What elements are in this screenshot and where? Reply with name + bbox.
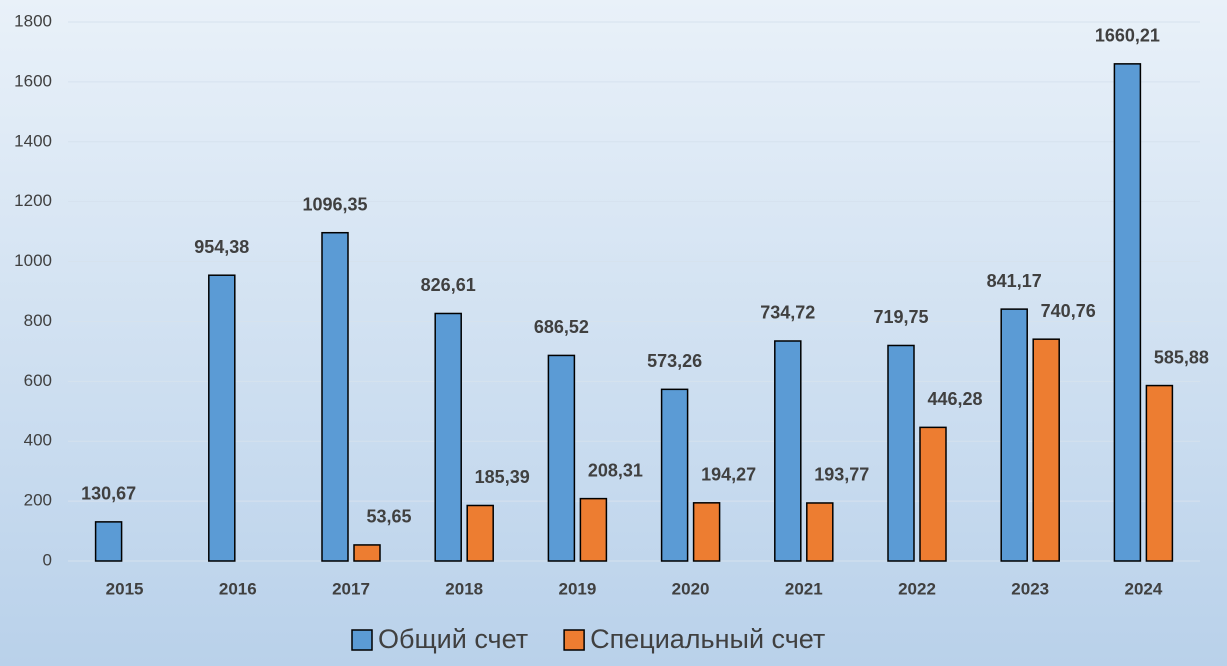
value-label: 1660,21	[1095, 26, 1160, 46]
bar	[660, 388, 689, 562]
y-tick-label: 800	[24, 311, 52, 330]
y-tick-label: 200	[24, 491, 52, 510]
bar	[919, 426, 947, 562]
x-tick-label: 2017	[332, 579, 370, 598]
value-label: 193,77	[814, 465, 869, 485]
value-label: 1096,35	[302, 194, 367, 214]
value-label: 185,39	[475, 467, 530, 487]
legend-swatch	[563, 629, 585, 651]
bar	[94, 521, 123, 562]
bar	[1000, 308, 1028, 562]
y-tick-label: 1200	[14, 191, 52, 210]
x-tick-label: 2018	[445, 579, 483, 598]
value-label: 208,31	[588, 460, 643, 480]
value-label: 740,76	[1041, 301, 1096, 321]
value-label: 573,26	[647, 351, 702, 371]
value-label: 585,88	[1154, 347, 1209, 367]
value-label: 841,17	[987, 271, 1042, 291]
value-label: 194,27	[701, 465, 756, 485]
x-tick-label: 2019	[558, 579, 596, 598]
y-tick-label: 400	[24, 431, 52, 450]
bar	[774, 340, 802, 562]
value-label: 734,72	[760, 303, 815, 323]
y-tick-label: 1400	[14, 131, 52, 150]
bar	[208, 274, 236, 562]
y-tick-label: 0	[43, 550, 52, 569]
x-tick-label: 2016	[219, 579, 257, 598]
x-tick-label: 2021	[785, 579, 823, 598]
x-tick-label: 2024	[1124, 579, 1162, 598]
bar	[434, 312, 462, 562]
y-tick-label: 1600	[14, 71, 52, 90]
value-label: 446,28	[927, 389, 982, 409]
bar	[692, 502, 721, 562]
bar	[547, 354, 576, 562]
bar	[887, 344, 915, 562]
value-label: 719,75	[873, 307, 928, 327]
bar	[579, 497, 608, 562]
y-tick-label: 1000	[14, 251, 52, 270]
bar	[466, 504, 494, 562]
x-tick-label: 2020	[672, 579, 710, 598]
y-tick-label: 1800	[14, 11, 52, 30]
x-tick-label: 2015	[106, 579, 144, 598]
bar	[1032, 338, 1060, 562]
x-tick-label: 2022	[898, 579, 936, 598]
x-tick-label: 2023	[1011, 579, 1049, 598]
value-label: 130,67	[81, 484, 136, 504]
value-label: 53,65	[366, 507, 411, 527]
value-label: 686,52	[534, 317, 589, 337]
y-tick-label: 600	[24, 371, 52, 390]
legend-label: Специальный счет	[590, 624, 825, 654]
value-label: 826,61	[421, 275, 476, 295]
bar	[1145, 384, 1174, 562]
legend-label: Общий счет	[378, 624, 528, 654]
bar	[353, 544, 381, 562]
bar	[806, 502, 834, 562]
legend-swatch	[351, 629, 373, 651]
value-label: 954,38	[194, 237, 249, 257]
bar	[1113, 63, 1142, 562]
bar	[321, 231, 349, 562]
